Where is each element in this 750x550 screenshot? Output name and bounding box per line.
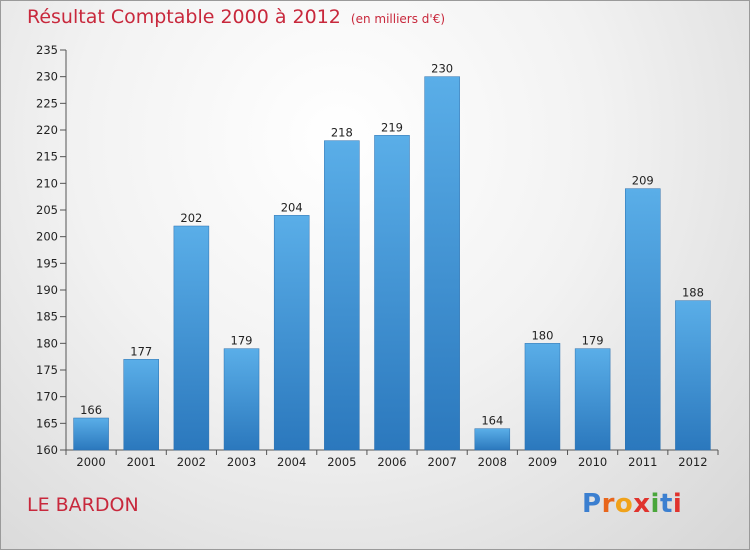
bar-2003: [223, 348, 260, 451]
value-label-2001: 177: [130, 344, 152, 358]
bar-2010: [574, 348, 611, 451]
logo-letter: o: [614, 489, 634, 519]
logo-letter: i: [650, 489, 660, 519]
x-tick-label-2011: 2011: [628, 455, 657, 469]
y-tick-label: 190: [36, 283, 58, 297]
logo-letter: x: [633, 489, 651, 519]
x-tick-label-2008: 2008: [478, 455, 507, 469]
x-tick-label-2006: 2006: [377, 455, 406, 469]
y-tick-label: 160: [36, 443, 58, 457]
y-tick-label: 220: [36, 123, 58, 137]
y-tick-label: 200: [36, 230, 58, 244]
value-label-2011: 209: [632, 174, 654, 188]
y-tick-label: 175: [36, 363, 58, 377]
proxiti-logo: Proxiti: [582, 489, 682, 519]
chart-bars: 166 177 202 179 204 218 219 230 164 180 179 209 188: [73, 62, 711, 451]
y-tick-label: 165: [36, 416, 58, 430]
bar-2006: [374, 135, 410, 451]
x-tick-label-2010: 2010: [578, 455, 607, 469]
bar-2002: [173, 225, 210, 451]
bar-2000: [73, 417, 109, 451]
x-tick-label-2005: 2005: [327, 455, 356, 469]
x-tick-label-2002: 2002: [177, 455, 206, 469]
value-label-2000: 166: [80, 403, 102, 417]
value-label-2010: 179: [582, 334, 604, 348]
value-label-2007: 230: [431, 62, 453, 76]
y-tick-label: 195: [36, 256, 58, 270]
bar-2008: [474, 428, 511, 451]
y-tick-label: 235: [36, 43, 58, 57]
x-tick-label-2004: 2004: [277, 455, 306, 469]
bar-2004: [273, 215, 310, 451]
value-label-2002: 202: [180, 211, 202, 225]
bar-2012: [675, 300, 711, 451]
x-tick-label-2007: 2007: [428, 455, 457, 469]
y-tick-label: 205: [36, 203, 58, 217]
x-tick-label-2012: 2012: [678, 455, 707, 469]
y-tick-label: 225: [36, 96, 58, 110]
logo-letter: i: [672, 489, 683, 519]
value-label-2005: 218: [331, 126, 353, 140]
x-tick-label-2009: 2009: [528, 455, 557, 469]
bar-2001: [123, 359, 159, 451]
y-tick-label: 210: [36, 176, 58, 190]
value-label-2012: 188: [682, 286, 704, 300]
bar-2007: [424, 76, 460, 451]
value-label-2009: 180: [531, 328, 553, 342]
x-tick-label-2001: 2001: [127, 455, 156, 469]
x-tick-label-2000: 2000: [76, 455, 105, 469]
location-label: LE BARDON: [27, 494, 139, 516]
y-tick-label: 230: [36, 70, 58, 84]
y-tick-label: 185: [36, 310, 58, 324]
y-tick-label: 180: [36, 336, 58, 350]
logo-letter: t: [659, 489, 673, 519]
logo-letter: P: [582, 489, 602, 519]
bar-2005: [324, 140, 360, 451]
value-label-2008: 164: [481, 414, 503, 428]
bar-2011: [625, 188, 661, 451]
bar-2009: [524, 343, 561, 451]
x-tick-label-2003: 2003: [227, 455, 256, 469]
chart-unit-label: (en milliers d'€): [350, 12, 446, 26]
chart-title: Résultat Comptable 2000 à 2012: [27, 6, 341, 28]
value-label-2003: 179: [231, 334, 253, 348]
value-label-2004: 204: [281, 200, 303, 214]
logo-letter: r: [601, 489, 615, 519]
chart-axes: 160 165 170 175 180 185 190 195 200 205 210 215 220 2…: [36, 43, 719, 469]
y-tick-label: 170: [36, 390, 58, 404]
chart-title-block: Résultat Comptable 2000 à 2012 (en millie…: [27, 6, 445, 28]
y-tick-label: 215: [36, 150, 58, 164]
value-label-2006: 219: [381, 120, 403, 134]
